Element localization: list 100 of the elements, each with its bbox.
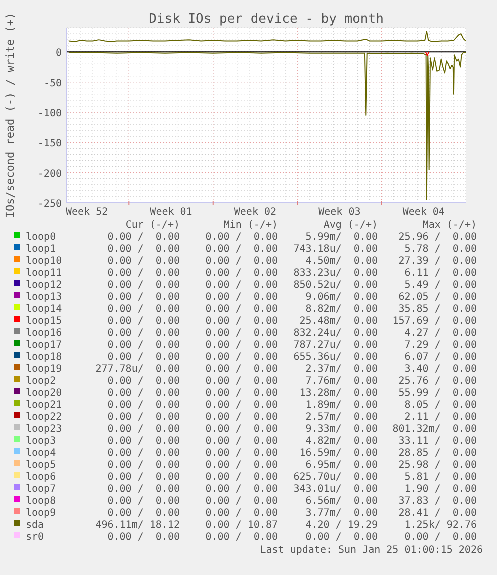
text: 0.00 / 0.00: [206, 388, 278, 399]
legend-label: loop18: [26, 352, 62, 363]
legend-label: loop12: [26, 280, 62, 291]
text: 0.00 / 0.00: [108, 508, 180, 519]
text: 2.11 / 0.00: [404, 412, 477, 423]
text: 496.11m/ 18.12: [96, 520, 180, 531]
y-axis-title: IOs/second read (-) / write (+): [4, 12, 17, 218]
legend-label: loop20: [26, 388, 62, 399]
x-tick-label: Week 03: [318, 207, 361, 218]
text: 0.00 / 0.00: [206, 436, 278, 447]
text: 2.57m/ 0.00: [306, 412, 378, 423]
text: 787.27u/ 0.00: [294, 340, 378, 351]
legend-label: loop16: [26, 328, 62, 339]
text: 0.00 / 0.00: [306, 532, 378, 543]
text: 0.00 / 0.00: [206, 532, 278, 543]
text: 277.78u/ 0.00: [96, 364, 180, 375]
text: 55.99 / 0.00: [398, 388, 477, 399]
text: 0.00 / 0.00: [206, 508, 278, 519]
text: 2.37m/ 0.00: [306, 364, 378, 375]
text: 1.89m/ 0.00: [306, 400, 378, 411]
text: 1.25k/ 92.76: [404, 520, 477, 531]
text: 343.01u/ 0.00: [294, 484, 378, 495]
x-tick-label: Week 02: [234, 207, 277, 218]
text: 0.00 / 0.00: [206, 304, 278, 315]
legend-label: loop6: [26, 472, 56, 483]
legend-label: loop9: [26, 508, 56, 519]
text: 801.32m/ 0.00: [392, 424, 477, 435]
text: 655.36u/ 0.00: [294, 352, 378, 363]
legend-label: loop1: [26, 244, 56, 255]
text: 1.90 / 0.00: [404, 484, 477, 495]
legend-label: loop13: [26, 292, 62, 303]
legend-label: loop19: [26, 364, 62, 375]
text: 25.96 / 0.00: [398, 232, 477, 243]
text: 0.00 / 0.00: [108, 472, 180, 483]
text: 157.69 / 0.00: [392, 316, 477, 327]
text: 0.00 / 0.00: [108, 268, 180, 279]
legend-label: loop4: [26, 448, 56, 459]
text: 5.81 / 0.00: [404, 472, 477, 483]
text: 6.56m/ 0.00: [306, 496, 378, 507]
text: 0.00 / 0.00: [206, 496, 278, 507]
legend-label: loop11: [26, 268, 62, 279]
legend-label: loop10: [26, 256, 62, 267]
text: 0.00 / 0.00: [206, 340, 278, 351]
text: 0.00 / 0.00: [108, 376, 180, 387]
text: 0.00 / 0.00: [108, 412, 180, 423]
legend-label: loop22: [26, 412, 62, 423]
legend-label: sda: [26, 520, 44, 531]
text: 35.85 / 0.00: [398, 304, 477, 315]
text: 833.23u/ 0.00: [294, 268, 378, 279]
text: 0.00 / 0.00: [108, 496, 180, 507]
text: 9.06m/ 0.00: [306, 292, 378, 303]
x-tick-label: Week 52: [66, 207, 108, 218]
text: 7.29 / 0.00: [404, 340, 477, 351]
text: 0.00 / 0.00: [206, 448, 278, 459]
y-tick-label: -250: [38, 199, 62, 210]
text: 0.00 / 0.00: [108, 316, 180, 327]
text: 0.00 / 0.00: [404, 532, 477, 543]
text: 0.00 / 0.00: [108, 304, 180, 315]
legend-label: loop0: [26, 232, 56, 243]
line-series: [68, 52, 466, 200]
text: 0.00 / 0.00: [206, 292, 278, 303]
legend-label: loop14: [26, 304, 62, 315]
text: 0.00 / 0.00: [108, 340, 180, 351]
text: 0.00 / 0.00: [108, 244, 180, 255]
text: 0.00 / 0.00: [108, 532, 180, 543]
text: 5.49 / 0.00: [404, 280, 477, 291]
text: 0.00 / 0.00: [206, 364, 278, 375]
text: 6.11 / 0.00: [404, 268, 477, 279]
text: 0.00 / 0.00: [108, 424, 180, 435]
y-tick-label: -50: [44, 78, 62, 90]
text: Cur (-/+): [126, 220, 180, 231]
text: 4.82m/ 0.00: [306, 436, 378, 447]
legend-label: loop5: [26, 460, 56, 471]
text: 62.05 / 0.00: [398, 292, 477, 303]
text: 0.00 / 0.00: [206, 460, 278, 471]
x-tick-label: Week 01: [150, 207, 192, 218]
text: 3.77m/ 0.00: [306, 508, 378, 519]
text: 0.00 / 0.00: [206, 316, 278, 327]
text: Min (-/+): [224, 220, 278, 231]
text: 0.00 / 0.00: [108, 436, 180, 447]
chart-title: Disk IOs per device - by month: [149, 12, 384, 27]
y-tick-label: -100: [38, 108, 62, 120]
text: 0.00 / 0.00: [206, 256, 278, 267]
y-tick-label: -150: [38, 138, 62, 150]
text: 8.05 / 0.00: [404, 400, 477, 411]
text: 0.00 / 0.00: [206, 424, 278, 435]
text: 0.00 / 0.00: [108, 256, 180, 267]
text: Last update: Sun Jan 25 01:00:15 2026: [260, 545, 483, 556]
x-tick-label: Week 04: [402, 207, 445, 218]
legend-label: loop7: [26, 484, 56, 495]
text: 4.50m/ 0.00: [306, 256, 378, 267]
text: 5.99m/ 0.00: [306, 232, 378, 243]
text: 0.00 / 0.00: [206, 376, 278, 387]
text: Avg (-/+): [324, 220, 378, 231]
text: 0.00 / 0.00: [206, 232, 278, 243]
text: 25.48m/ 0.00: [300, 316, 378, 327]
text: 4.20 / 19.29: [306, 520, 378, 531]
text: 0.00 / 0.00: [108, 232, 180, 243]
text: 0.00 / 0.00: [108, 388, 180, 399]
text: 0.00 / 0.00: [108, 484, 180, 495]
